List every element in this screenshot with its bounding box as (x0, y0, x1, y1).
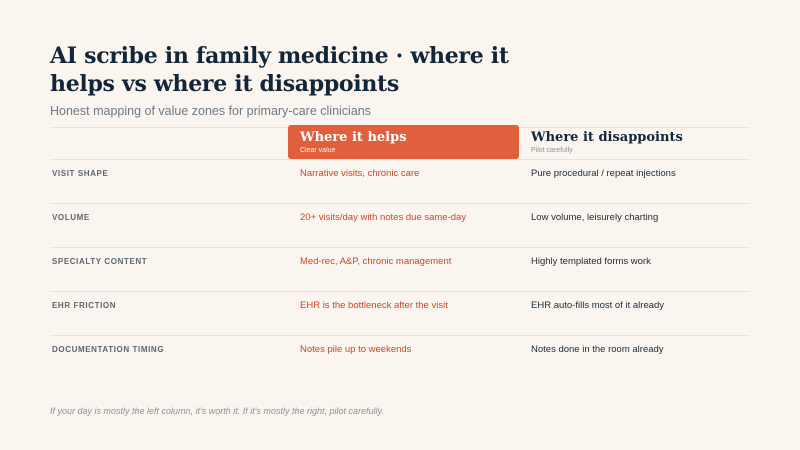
column-subheading-helps: Clear value (300, 147, 336, 154)
row-disappoints-cell: Low volume, leisurely charting (531, 212, 659, 223)
footer-note: If your day is mostly the left column, i… (50, 406, 384, 416)
row-dimension-label: SPECIALTY CONTENT (52, 257, 148, 266)
row-disappoints-cell: Notes done in the room already (531, 344, 664, 355)
row-helps-cell: Narrative visits, chronic care (300, 168, 420, 179)
row-disappoints-cell: Highly templated forms work (531, 256, 651, 267)
row-helps-cell: 20+ visits/day with notes due same-day (300, 212, 467, 223)
row-disappoints-cell: EHR auto-fills most of it already (531, 300, 665, 311)
row-dimension-label: DOCUMENTATION TIMING (52, 345, 165, 354)
column-subheading-disappoints: Pilot carefully (531, 147, 573, 154)
row-disappoints-cell: Pure procedural / repeat injections (531, 168, 676, 179)
column-heading-helps: Where it helps (300, 130, 407, 145)
table-row: VOLUME 20+ visits/day with notes due sam… (50, 203, 750, 247)
table-row: DOCUMENTATION TIMING Notes pile up to we… (50, 335, 750, 379)
column-header-helps: Where it helps Clear value (288, 125, 519, 159)
row-helps-cell: Med-rec, A&P, chronic management (300, 256, 452, 267)
page-title: AI scribe in family medicine · where it … (50, 43, 509, 97)
column-header-disappoints: Where it disappoints Pilot carefully (531, 130, 683, 156)
table-row: VISIT SHAPE Narrative visits, chronic ca… (50, 159, 750, 203)
row-dimension-label: EHR FRICTION (52, 301, 117, 310)
row-dimension-label: VOLUME (52, 213, 90, 222)
page-subtitle: Honest mapping of value zones for primar… (50, 104, 371, 118)
row-helps-cell: Notes pile up to weekends (300, 344, 412, 355)
column-heading-disappoints: Where it disappoints (531, 130, 683, 145)
row-dimension-label: VISIT SHAPE (52, 169, 109, 178)
table-row: SPECIALTY CONTENT Med-rec, A&P, chronic … (50, 247, 750, 291)
row-helps-cell: EHR is the bottleneck after the visit (300, 300, 448, 311)
table-row: EHR FRICTION EHR is the bottleneck after… (50, 291, 750, 335)
comparison-table: VISIT SHAPE Narrative visits, chronic ca… (50, 159, 750, 379)
